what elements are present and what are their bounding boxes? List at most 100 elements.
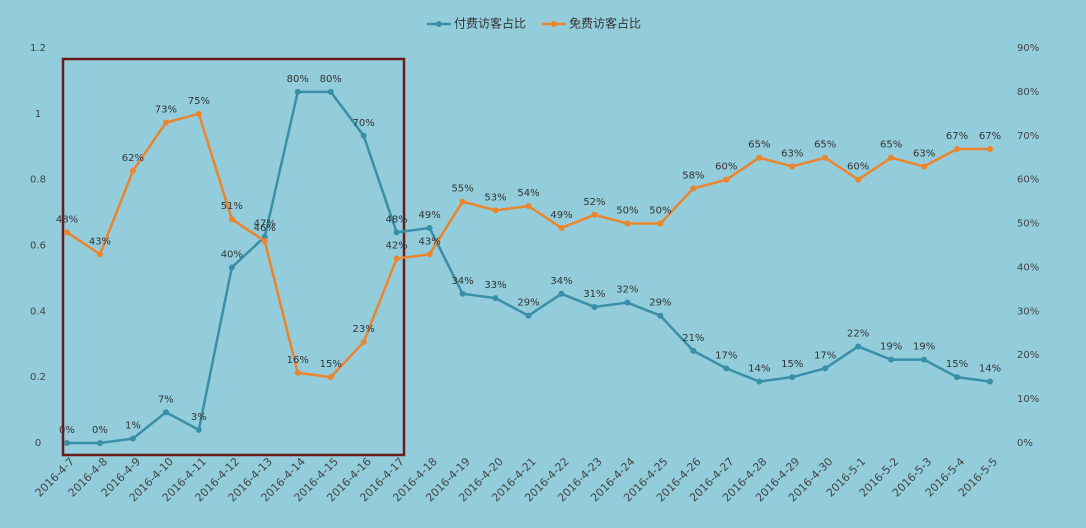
- data-label: 53%: [484, 192, 506, 203]
- data-label: 43%: [89, 236, 111, 247]
- data-point: [690, 185, 697, 192]
- data-label: 65%: [880, 140, 902, 151]
- data-point: [63, 229, 70, 236]
- data-point: [558, 290, 565, 297]
- data-point: [591, 211, 598, 218]
- data-point: [789, 163, 796, 170]
- data-label: 48%: [386, 214, 408, 225]
- data-label: 80%: [320, 74, 342, 85]
- data-label: 15%: [320, 359, 342, 370]
- data-label: 23%: [353, 324, 375, 335]
- y2-tick-label: 80%: [1017, 87, 1039, 98]
- data-label: 0%: [59, 425, 75, 436]
- y2-tick-label: 60%: [1017, 175, 1039, 186]
- data-point: [162, 409, 169, 416]
- data-label: 40%: [221, 249, 243, 260]
- data-point: [723, 365, 730, 372]
- data-label: 49%: [550, 210, 572, 221]
- data-label: 14%: [979, 364, 1001, 375]
- data-point: [393, 229, 400, 236]
- data-label: 62%: [122, 153, 144, 164]
- data-label: 70%: [353, 118, 375, 129]
- data-point: [756, 378, 763, 385]
- y2-tick-label: 30%: [1017, 306, 1039, 317]
- data-label: 60%: [715, 162, 737, 173]
- y2-tick-label: 50%: [1017, 219, 1039, 230]
- data-point: [987, 378, 994, 385]
- data-point: [624, 299, 631, 306]
- data-label: 42%: [386, 241, 408, 252]
- data-label: 67%: [946, 131, 968, 142]
- data-label: 50%: [649, 206, 671, 217]
- data-label: 43%: [418, 236, 440, 247]
- data-point: [789, 374, 796, 381]
- data-point: [96, 440, 103, 446]
- data-label: 15%: [946, 359, 968, 370]
- data-point: [954, 145, 961, 152]
- data-point: [162, 119, 169, 126]
- data-point: [657, 220, 664, 227]
- data-point: [591, 303, 598, 310]
- data-label: 14%: [748, 364, 770, 375]
- data-label: 1%: [125, 421, 141, 432]
- data-point: [459, 290, 466, 297]
- data-label: 47%: [254, 219, 276, 230]
- data-point: [954, 374, 961, 381]
- y-tick-label: 0: [35, 438, 41, 449]
- data-label: 3%: [191, 412, 207, 423]
- y2-tick-label: 90%: [1017, 43, 1039, 54]
- data-label: 63%: [913, 149, 935, 160]
- data-label: 19%: [913, 342, 935, 353]
- data-label: 67%: [979, 131, 1001, 142]
- data-point: [426, 224, 433, 231]
- y2-tick-label: 0%: [1017, 438, 1033, 449]
- data-label: 75%: [188, 96, 210, 107]
- data-point: [888, 356, 895, 363]
- data-point: [921, 356, 928, 363]
- data-label: 15%: [781, 359, 803, 370]
- y2-tick-label: 70%: [1017, 131, 1039, 142]
- data-label: 63%: [781, 149, 803, 160]
- data-point: [723, 176, 730, 183]
- y2-tick-label: 10%: [1017, 394, 1039, 405]
- data-point: [888, 154, 895, 161]
- data-point: [261, 238, 268, 245]
- data-label: 33%: [484, 280, 506, 291]
- data-label: 17%: [814, 350, 836, 361]
- data-point: [459, 198, 466, 205]
- y2-tick-label: 40%: [1017, 262, 1039, 273]
- data-label: 51%: [221, 201, 243, 212]
- data-point: [294, 369, 301, 376]
- data-label: 54%: [517, 188, 539, 199]
- data-label: 32%: [616, 285, 638, 296]
- data-label: 48%: [56, 214, 78, 225]
- data-point: [327, 374, 334, 381]
- y-tick-label: 0.8: [30, 175, 46, 186]
- y-tick-label: 0.2: [30, 372, 46, 383]
- data-point: [624, 220, 631, 227]
- data-point: [228, 264, 235, 271]
- data-label: 58%: [682, 170, 704, 181]
- data-point: [426, 251, 433, 258]
- data-label: 34%: [451, 276, 473, 287]
- data-point: [525, 203, 532, 209]
- data-point: [96, 251, 103, 258]
- data-point: [756, 154, 763, 161]
- data-label: 22%: [847, 328, 869, 339]
- data-label: 34%: [550, 276, 572, 287]
- legend-label: 免费访客占比: [569, 16, 641, 31]
- data-point: [63, 440, 70, 446]
- data-point: [327, 88, 334, 95]
- data-label: 7%: [158, 394, 174, 405]
- data-label: 60%: [847, 162, 869, 173]
- data-point: [558, 224, 565, 231]
- y-tick-label: 1: [35, 109, 41, 120]
- data-point: [195, 110, 202, 117]
- data-point: [855, 176, 862, 183]
- legend-marker: [436, 21, 442, 27]
- data-label: 29%: [517, 298, 539, 309]
- data-point: [822, 154, 829, 161]
- y-tick-label: 0.6: [30, 241, 46, 252]
- y-tick-label: 1.2: [30, 43, 46, 54]
